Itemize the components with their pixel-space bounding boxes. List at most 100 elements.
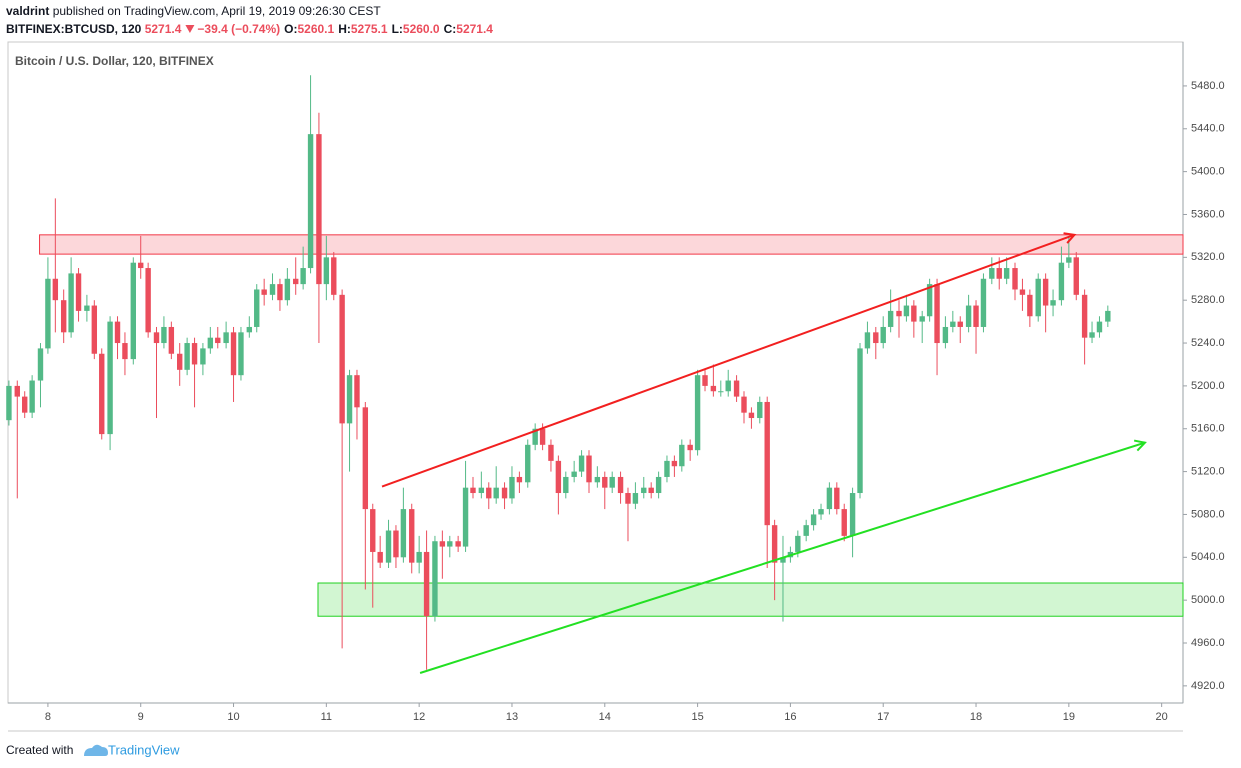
ohlc-value: 5275.1 <box>351 22 388 36</box>
candle-body <box>145 268 151 333</box>
change: −39.4 (−0.74%) <box>197 22 280 36</box>
candle-body <box>1105 310 1111 322</box>
candle-body <box>393 530 399 558</box>
x-tick-label: 20 <box>1156 711 1168 723</box>
x-tick-label: 13 <box>506 711 518 723</box>
author: valdrint <box>6 4 49 18</box>
candle-body <box>1050 300 1056 306</box>
candle-body <box>439 541 446 547</box>
candle-body <box>664 460 670 477</box>
candle-body <box>261 289 267 295</box>
x-tick-label: 9 <box>138 711 144 723</box>
candle-body <box>617 476 624 494</box>
candle-body <box>810 514 817 526</box>
candle-body <box>532 428 538 445</box>
candle-body <box>37 348 44 381</box>
candle-body <box>501 487 508 499</box>
candle-body <box>114 321 121 344</box>
candle-body <box>230 332 237 376</box>
symbol: BITFINEX:BTCUSD, 120 <box>6 22 142 36</box>
candle-body <box>462 487 469 547</box>
candle-body <box>873 332 879 344</box>
x-tick-label: 16 <box>784 711 796 723</box>
candle-body <box>687 444 693 451</box>
candle-body <box>1058 262 1065 301</box>
brand-logo <box>84 744 108 756</box>
candle-body <box>548 444 554 461</box>
candle-body <box>238 332 244 376</box>
candle-body <box>1073 257 1079 295</box>
candle-body <box>254 289 260 327</box>
candle-body <box>362 407 369 510</box>
candle-body <box>516 476 523 483</box>
candle-body <box>60 300 67 333</box>
x-tick-label: 17 <box>877 711 889 723</box>
ohlc-label: O: <box>284 22 297 36</box>
candle-body <box>718 391 724 393</box>
candle-body <box>168 326 175 354</box>
candle-body <box>849 493 856 536</box>
footer-brand[interactable]: TradingView <box>108 742 180 757</box>
candle-body <box>75 273 82 311</box>
candle-body <box>215 337 221 344</box>
candle-body <box>887 310 894 327</box>
candle-body <box>818 509 824 515</box>
candle-body <box>973 305 979 327</box>
candle-body <box>91 305 98 354</box>
candle-body <box>339 294 345 424</box>
trend-line <box>381 233 1075 488</box>
candle-body <box>903 305 910 317</box>
candle-body <box>563 476 569 494</box>
trend-arrow-head <box>1063 232 1077 244</box>
candle-body <box>354 375 360 408</box>
candle-body <box>965 305 972 327</box>
candle-body <box>284 278 291 301</box>
candle-body <box>307 134 314 269</box>
candle-body <box>525 444 531 483</box>
candle-body <box>432 541 438 617</box>
candle-body <box>130 262 136 360</box>
candle-body <box>555 460 562 494</box>
candle-body <box>84 305 90 311</box>
candle-body <box>803 525 809 536</box>
candle-body <box>780 557 786 563</box>
candle-body <box>177 353 183 370</box>
y-tick-label: 5480.0 <box>1191 80 1225 92</box>
candle-body <box>99 353 105 435</box>
candle-body <box>377 551 383 563</box>
candle-body <box>896 310 902 317</box>
trend-arrow-head <box>1133 439 1147 452</box>
candle-body <box>733 380 740 397</box>
ohlc-label: C: <box>444 22 457 36</box>
candle-body <box>269 284 276 295</box>
y-tick-label: 5320.0 <box>1191 251 1225 263</box>
down-arrow-icon <box>185 25 195 33</box>
candle-body <box>1012 268 1018 290</box>
candle-body <box>641 487 647 494</box>
y-tick-label: 5400.0 <box>1191 166 1225 178</box>
candle-body <box>1042 278 1049 306</box>
candle-body <box>385 530 392 563</box>
candle-body <box>423 551 430 617</box>
candle-body <box>602 476 608 488</box>
published: published on TradingView.com, April 19, … <box>53 4 382 18</box>
y-tick-label: 4960.0 <box>1191 637 1225 649</box>
candle-body <box>22 396 28 413</box>
candle-body <box>934 284 940 344</box>
candle-body <box>277 284 283 301</box>
candle-body <box>702 375 708 386</box>
candle-body <box>950 321 956 327</box>
candle-body <box>625 493 631 504</box>
candle-body <box>416 551 422 563</box>
x-tick-label: 14 <box>599 711 611 723</box>
candle-body <box>710 385 717 392</box>
price-zone <box>39 234 1184 255</box>
candle-body <box>764 401 770 526</box>
candle-body <box>795 535 801 552</box>
plot-area <box>6 75 1184 674</box>
candle-body <box>246 326 253 333</box>
header-line: valdrint published on TradingView.com, A… <box>6 4 381 18</box>
candle-body <box>370 509 376 552</box>
y-tick-label: 5440.0 <box>1191 123 1225 135</box>
